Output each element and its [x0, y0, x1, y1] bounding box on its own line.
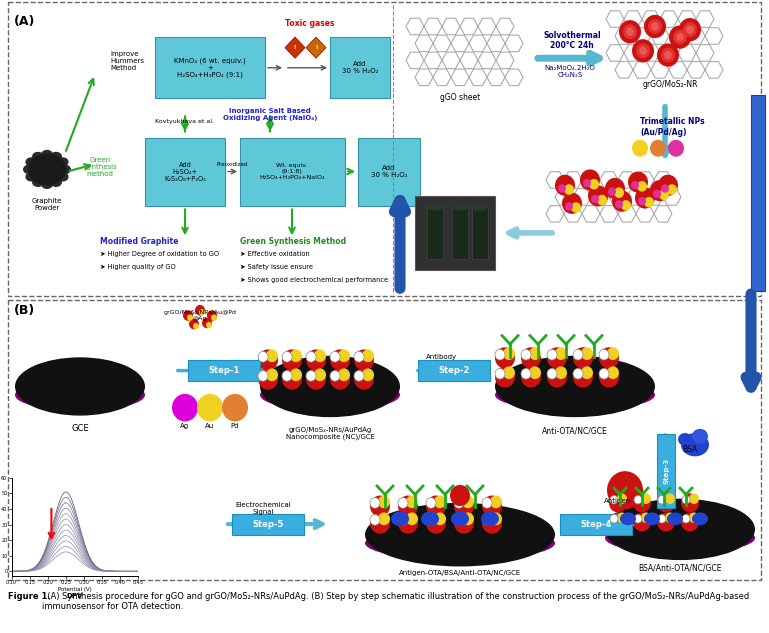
- Circle shape: [610, 496, 618, 504]
- Circle shape: [573, 348, 593, 368]
- Circle shape: [362, 349, 374, 362]
- Circle shape: [628, 172, 648, 192]
- Circle shape: [547, 348, 567, 368]
- Circle shape: [482, 515, 492, 525]
- Circle shape: [650, 140, 666, 157]
- Ellipse shape: [427, 202, 443, 211]
- Circle shape: [599, 349, 609, 360]
- Circle shape: [370, 496, 390, 517]
- Circle shape: [495, 349, 505, 360]
- Circle shape: [547, 349, 557, 360]
- Circle shape: [661, 47, 675, 63]
- Ellipse shape: [260, 379, 400, 411]
- Circle shape: [354, 349, 374, 370]
- Circle shape: [354, 370, 364, 381]
- Text: Step-2: Step-2: [438, 366, 470, 375]
- Circle shape: [555, 348, 567, 360]
- Text: ➤ Higher quality of GO: ➤ Higher quality of GO: [100, 264, 176, 270]
- Circle shape: [330, 349, 350, 370]
- Circle shape: [330, 368, 350, 390]
- Ellipse shape: [25, 172, 38, 182]
- Circle shape: [661, 184, 669, 192]
- Circle shape: [657, 44, 679, 66]
- Circle shape: [633, 513, 651, 532]
- Circle shape: [266, 368, 278, 381]
- Circle shape: [521, 349, 531, 360]
- Circle shape: [482, 496, 502, 517]
- Circle shape: [362, 368, 374, 381]
- Circle shape: [615, 200, 623, 209]
- Circle shape: [503, 348, 515, 360]
- Ellipse shape: [15, 379, 145, 411]
- Text: Au: Au: [205, 423, 215, 429]
- FancyBboxPatch shape: [240, 137, 345, 206]
- Circle shape: [258, 351, 268, 362]
- Circle shape: [669, 25, 691, 49]
- Ellipse shape: [15, 358, 145, 416]
- FancyBboxPatch shape: [188, 360, 260, 381]
- Circle shape: [426, 496, 446, 517]
- Text: ➤ Shows good electrochemical performance: ➤ Shows good electrochemical performance: [240, 277, 388, 282]
- Text: Figure 1.: Figure 1.: [8, 592, 50, 601]
- Text: Step-5: Step-5: [252, 520, 284, 529]
- Text: ➤ Safety issue ensure: ➤ Safety issue ensure: [240, 264, 313, 270]
- Circle shape: [330, 370, 340, 381]
- Circle shape: [659, 189, 669, 200]
- Circle shape: [282, 349, 302, 370]
- Ellipse shape: [365, 503, 555, 567]
- Circle shape: [207, 310, 217, 321]
- Circle shape: [426, 498, 436, 508]
- Circle shape: [454, 513, 474, 534]
- Circle shape: [482, 498, 492, 508]
- Ellipse shape: [678, 433, 692, 446]
- Circle shape: [676, 33, 684, 41]
- Circle shape: [682, 515, 690, 523]
- Circle shape: [558, 184, 566, 192]
- Circle shape: [583, 179, 591, 187]
- Circle shape: [658, 515, 666, 523]
- Circle shape: [490, 496, 502, 508]
- Circle shape: [599, 367, 619, 387]
- Ellipse shape: [644, 513, 660, 525]
- Circle shape: [258, 370, 268, 381]
- Text: gGO sheet: gGO sheet: [440, 93, 481, 102]
- Circle shape: [330, 351, 340, 362]
- Text: Antigen-OTA/BSA/Anti-OTA/NC/GCE: Antigen-OTA/BSA/Anti-OTA/NC/GCE: [399, 570, 521, 575]
- Text: grGO/MoS₂-NR: grGO/MoS₂-NR: [642, 80, 697, 89]
- Circle shape: [306, 351, 316, 362]
- Text: Pd: Pd: [231, 423, 239, 429]
- Circle shape: [450, 485, 470, 506]
- Circle shape: [547, 367, 567, 387]
- Ellipse shape: [57, 172, 68, 182]
- Circle shape: [547, 368, 557, 379]
- Circle shape: [521, 348, 541, 368]
- Text: Step-3: Step-3: [663, 458, 669, 484]
- Text: Green Synthesis Method: Green Synthesis Method: [240, 237, 346, 246]
- Circle shape: [222, 394, 248, 422]
- Circle shape: [434, 513, 446, 525]
- FancyBboxPatch shape: [8, 2, 761, 296]
- Circle shape: [314, 349, 326, 362]
- Text: KMnO₄ (6 wt. equiv.)
+
H₂SO₄+H₃PO₄ (9:1): KMnO₄ (6 wt. equiv.) + H₂SO₄+H₃PO₄ (9:1): [175, 57, 246, 78]
- Circle shape: [462, 496, 474, 508]
- Ellipse shape: [365, 526, 555, 560]
- Text: Green
Synthesis
method: Green Synthesis method: [83, 157, 117, 177]
- Circle shape: [398, 513, 418, 534]
- Circle shape: [378, 496, 390, 508]
- Circle shape: [638, 197, 646, 205]
- Circle shape: [370, 515, 380, 525]
- Circle shape: [683, 22, 697, 37]
- Circle shape: [462, 513, 474, 525]
- Circle shape: [202, 318, 212, 329]
- Circle shape: [398, 496, 418, 517]
- Circle shape: [189, 318, 199, 329]
- FancyBboxPatch shape: [418, 360, 490, 381]
- Polygon shape: [306, 37, 326, 58]
- Circle shape: [631, 181, 639, 189]
- Circle shape: [644, 15, 666, 38]
- Circle shape: [589, 179, 599, 189]
- Ellipse shape: [50, 152, 62, 161]
- Text: Wt. equiv.
(9:1:8)
H₂SO₄+H₃PO₄+NaIO₄: Wt. equiv. (9:1:8) H₂SO₄+H₃PO₄+NaIO₄: [259, 163, 325, 180]
- Text: Solvothermal
200°C 24h: Solvothermal 200°C 24h: [543, 30, 601, 50]
- Circle shape: [608, 187, 616, 196]
